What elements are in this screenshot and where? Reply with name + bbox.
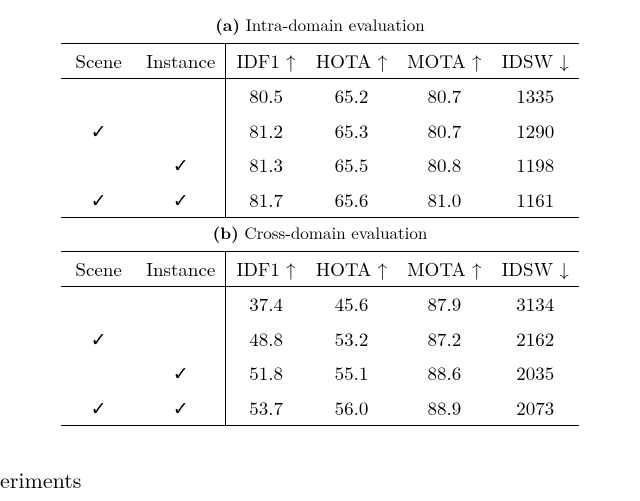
cell-instance bbox=[136, 79, 226, 113]
col-mota: MOTA ↑ bbox=[397, 251, 491, 286]
cell-idsw: 3134 bbox=[492, 287, 579, 321]
cell-instance bbox=[136, 287, 226, 321]
cell-instance bbox=[136, 322, 226, 356]
cell-scene bbox=[61, 79, 136, 113]
table-row: ✓51.855.188.62035 bbox=[61, 356, 579, 390]
cell-instance: ✓ bbox=[136, 391, 226, 426]
cell-mota: 81.0 bbox=[397, 183, 491, 218]
cell-hota: 45.6 bbox=[306, 287, 397, 321]
cell-scene: ✓ bbox=[61, 391, 136, 426]
col-scene: Scene bbox=[61, 44, 136, 79]
cell-mota: 87.9 bbox=[397, 287, 491, 321]
cell-instance: ✓ bbox=[136, 148, 226, 182]
cell-mota: 80.8 bbox=[397, 148, 491, 182]
table-row: 37.445.687.93134 bbox=[61, 287, 579, 321]
cell-scene bbox=[61, 287, 136, 321]
cell-mota: 87.2 bbox=[397, 322, 491, 356]
cell-hota: 65.6 bbox=[306, 183, 397, 218]
caption-b: (b) Cross-domain evaluation bbox=[0, 220, 640, 245]
caption-a-label: (a) bbox=[215, 13, 240, 37]
page: (a) Intra-domain evaluation Scene Instan… bbox=[0, 0, 640, 501]
cell-idsw: 2162 bbox=[492, 322, 579, 356]
cell-idf1: 81.2 bbox=[226, 114, 306, 148]
cell-idf1: 81.7 bbox=[226, 183, 306, 218]
cell-idf1: 48.8 bbox=[226, 322, 306, 356]
cell-hota: 56.0 bbox=[306, 391, 397, 426]
caption-a-text: Intra-domain evaluation bbox=[246, 12, 425, 36]
cell-hota: 55.1 bbox=[306, 356, 397, 390]
table-a: Scene Instance IDF1 ↑ HOTA ↑ MOTA ↑ IDSW… bbox=[61, 43, 579, 218]
cell-hota: 53.2 bbox=[306, 322, 397, 356]
caption-b-label: (b) bbox=[213, 221, 239, 245]
table-a-header: Scene Instance IDF1 ↑ HOTA ↑ MOTA ↑ IDSW… bbox=[61, 44, 579, 79]
cell-idf1: 53.7 bbox=[226, 391, 306, 426]
cell-instance: ✓ bbox=[136, 183, 226, 218]
cell-instance: ✓ bbox=[136, 356, 226, 390]
cell-hota: 65.3 bbox=[306, 114, 397, 148]
cell-scene bbox=[61, 148, 136, 182]
caption-b-text: Cross-domain evaluation bbox=[244, 220, 427, 244]
cell-idsw: 1335 bbox=[492, 79, 579, 113]
col-mota: MOTA ↑ bbox=[397, 44, 491, 79]
cell-idsw: 1198 bbox=[492, 148, 579, 182]
table-row: ✓ 81.265.380.71290 bbox=[61, 114, 579, 148]
col-idsw: IDSW ↓ bbox=[492, 44, 579, 79]
col-idsw: IDSW ↓ bbox=[492, 251, 579, 286]
footer-fragment: eriments bbox=[0, 464, 81, 495]
cell-idsw: 1290 bbox=[492, 114, 579, 148]
table-row: 80.565.280.71335 bbox=[61, 79, 579, 113]
table-b-header: Scene Instance IDF1 ↑ HOTA ↑ MOTA ↑ IDSW… bbox=[61, 251, 579, 286]
table-row: ✓✓81.765.681.01161 bbox=[61, 183, 579, 218]
cell-idf1: 81.3 bbox=[226, 148, 306, 182]
table-row: ✓81.365.580.81198 bbox=[61, 148, 579, 182]
col-idf1: IDF1 ↑ bbox=[226, 44, 306, 79]
col-hota: HOTA ↑ bbox=[306, 44, 397, 79]
cell-idsw: 1161 bbox=[492, 183, 579, 218]
cell-scene bbox=[61, 356, 136, 390]
cell-scene: ✓ bbox=[61, 183, 136, 218]
col-instance: Instance bbox=[136, 44, 226, 79]
col-scene: Scene bbox=[61, 251, 136, 286]
col-idf1: IDF1 ↑ bbox=[226, 251, 306, 286]
cell-mota: 88.6 bbox=[397, 356, 491, 390]
cell-idf1: 80.5 bbox=[226, 79, 306, 113]
cell-idsw: 2073 bbox=[492, 391, 579, 426]
cell-scene: ✓ bbox=[61, 322, 136, 356]
table-row: ✓✓53.756.088.92073 bbox=[61, 391, 579, 426]
cell-scene: ✓ bbox=[61, 114, 136, 148]
col-hota: HOTA ↑ bbox=[306, 251, 397, 286]
caption-a: (a) Intra-domain evaluation bbox=[0, 12, 640, 37]
table-b: Scene Instance IDF1 ↑ HOTA ↑ MOTA ↑ IDSW… bbox=[61, 251, 579, 426]
cell-instance bbox=[136, 114, 226, 148]
cell-idf1: 51.8 bbox=[226, 356, 306, 390]
cell-idsw: 2035 bbox=[492, 356, 579, 390]
cell-mota: 80.7 bbox=[397, 114, 491, 148]
cell-hota: 65.2 bbox=[306, 79, 397, 113]
col-instance: Instance bbox=[136, 251, 226, 286]
cell-mota: 80.7 bbox=[397, 79, 491, 113]
cell-hota: 65.5 bbox=[306, 148, 397, 182]
cell-mota: 88.9 bbox=[397, 391, 491, 426]
cell-idf1: 37.4 bbox=[226, 287, 306, 321]
table-row: ✓ 48.853.287.22162 bbox=[61, 322, 579, 356]
